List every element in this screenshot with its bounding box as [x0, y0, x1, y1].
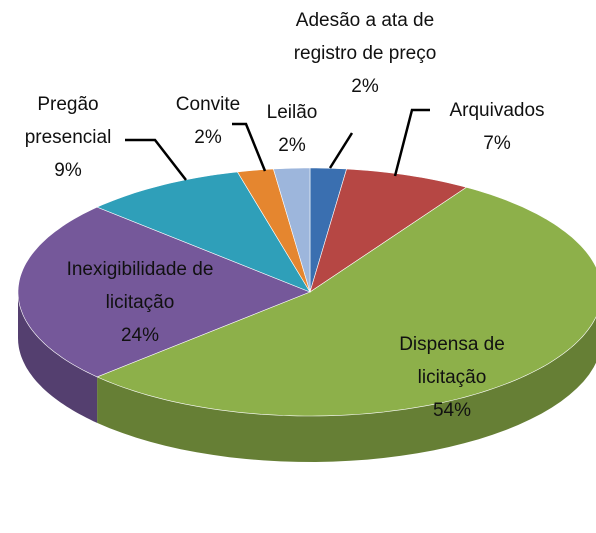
slice-label: Arquivados 7% [417, 94, 577, 160]
leader-line [328, 132, 354, 169]
value-label: 24% [120, 325, 160, 346]
slice [236, 168, 311, 293]
category-label: Convite [175, 94, 241, 115]
slice-label: Convite 2% [158, 88, 258, 154]
category-label: Dispensa de licitação [399, 334, 505, 388]
slice [96, 186, 596, 417]
value-label: 7% [483, 133, 511, 154]
slice [17, 206, 311, 378]
slice [96, 171, 311, 293]
value-label: 2% [278, 135, 306, 156]
slice-label: Adesão a ata de registro de preço 2% [280, 4, 450, 103]
value-label: 2% [351, 76, 379, 97]
value-label: 9% [54, 160, 82, 181]
value-label: 2% [194, 127, 222, 148]
category-label: Adesão a ata de registro de preço [293, 10, 437, 64]
slice-side [97, 316, 596, 462]
value-label: 54% [432, 400, 472, 421]
leader-line [232, 122, 267, 172]
slice [273, 167, 311, 293]
category-label: Inexigibilidade de licitação [66, 259, 214, 313]
slice-side [18, 292, 98, 423]
slice-label: Dispensa de licitação 54% [377, 328, 527, 427]
category-label: Arquivados [449, 100, 545, 121]
slice-label: Inexigibilidade de licitação 24% [58, 253, 223, 352]
category-label: Leilão [266, 102, 318, 123]
slice-label: Pregão presencial 9% [11, 88, 126, 187]
slice-label: Leilão 2% [252, 96, 332, 162]
leader-line [393, 108, 430, 177]
category-label: Pregão presencial [24, 94, 112, 148]
leader-line [125, 138, 187, 181]
slice [309, 168, 468, 293]
